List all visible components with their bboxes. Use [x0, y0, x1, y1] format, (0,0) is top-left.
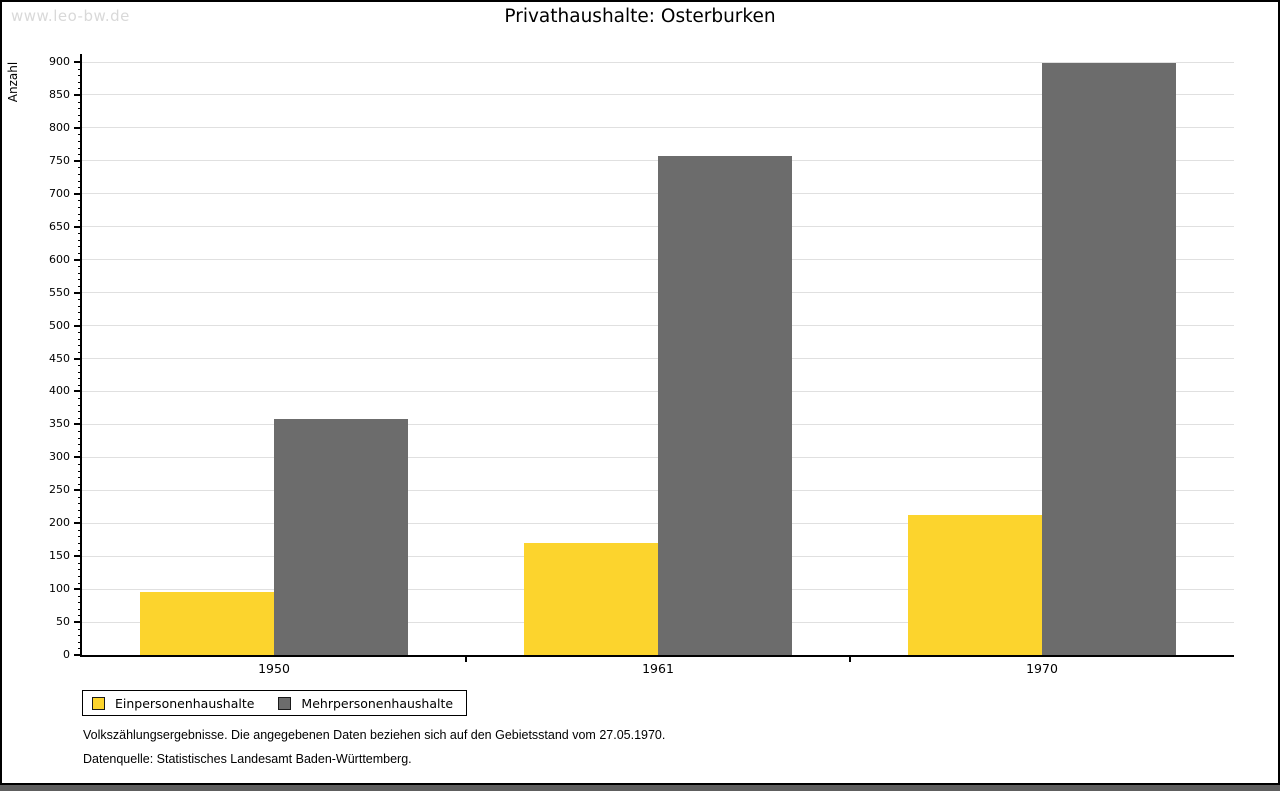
bar-mehrpersonenhaushalte-1950 [274, 419, 408, 655]
y-axis-tick [74, 489, 82, 492]
y-axis-tick-label: 400 [49, 384, 70, 398]
y-axis-tick [74, 159, 82, 162]
legend: Einpersonenhaushalte Mehrpersonenhaushal… [82, 690, 467, 716]
y-axis-tick-label: 50 [56, 615, 70, 629]
y-axis-tick [74, 258, 82, 261]
x-axis-category-label: 1961 [642, 661, 674, 676]
y-axis-tick [74, 192, 82, 195]
legend-label-einpersonenhaushalte: Einpersonenhaushalte [115, 695, 255, 711]
y-axis-tick-label: 850 [49, 87, 70, 101]
plot-area: 0 50 100 150 200 250 300 350 400 450 500 550 600 650 7… [49, 54, 1234, 676]
legend-label-mehrpersonenhaushalte: Mehrpersonenhaushalte [301, 695, 454, 711]
x-axis-tick [849, 655, 851, 662]
y-axis-tick-label: 450 [49, 351, 70, 365]
bottom-bar [0, 785, 1280, 791]
y-axis-tick [74, 555, 82, 558]
y-axis-tick [74, 621, 82, 624]
x-axis-line [80, 655, 1234, 657]
y-axis-tick [74, 390, 82, 393]
y-axis-tick-label: 300 [49, 450, 70, 464]
y-axis-tick [74, 456, 82, 459]
y-axis-tick [74, 324, 82, 327]
y-axis-tick [74, 357, 82, 360]
footnote-datasource: Datenquelle: Statistisches Landesamt Bad… [83, 752, 412, 766]
y-axis-tick-label: 350 [49, 417, 70, 431]
bar-einpersonenhaushalte-1961 [524, 542, 658, 655]
y-axis-tick [74, 93, 82, 96]
x-axis-tick [465, 655, 467, 662]
y-axis-tick [74, 291, 82, 294]
y-axis-tick-label: 700 [49, 186, 70, 200]
footnote-source-note: Volkszählungsergebnisse. Die angegebenen… [83, 728, 666, 742]
gridline [82, 94, 1234, 96]
gridline [82, 127, 1234, 129]
y-axis-tick-label: 900 [49, 55, 70, 68]
y-axis-tick [74, 225, 82, 228]
y-axis-tick-label: 650 [49, 219, 70, 233]
watermark: www.leo-bw.de [11, 7, 130, 25]
gridline [82, 61, 1234, 63]
bar-einpersonenhaushalte-1970 [908, 515, 1042, 655]
y-axis-tick-label: 750 [49, 153, 70, 167]
y-axis-tick [74, 126, 82, 129]
y-axis-tick-label: 550 [49, 285, 70, 299]
y-axis-tick [74, 654, 82, 656]
y-axis-tick [74, 61, 82, 63]
y-axis-tick-label: 200 [49, 516, 70, 530]
chart-title: Privathaushalte: Osterburken [504, 6, 776, 27]
y-axis-tick [74, 423, 82, 426]
legend-item-einpersonenhaushalte: Einpersonenhaushalte [92, 696, 254, 711]
y-axis-tick-label: 800 [49, 120, 70, 134]
x-axis-category-label: 1970 [1026, 661, 1058, 676]
bar-einpersonenhaushalte-1950 [140, 591, 274, 655]
legend-item-mehrpersonenhaushalte: Mehrpersonenhaushalte [278, 696, 453, 711]
y-axis-tick-label: 0 [63, 648, 70, 661]
legend-swatch-yellow-icon [92, 696, 105, 710]
bar-mehrpersonenhaushalte-1961 [658, 156, 792, 655]
bar-mehrpersonenhaushalte-1970 [1042, 63, 1176, 655]
y-axis-tick-label: 250 [49, 483, 70, 497]
y-axis-tick [74, 522, 82, 525]
y-axis-tick-label: 500 [49, 318, 70, 332]
y-axis-tick-label: 150 [49, 549, 70, 563]
y-axis-line [80, 54, 82, 657]
x-axis-category-label: 1950 [258, 661, 290, 676]
legend-swatch-gray-icon [278, 696, 292, 710]
y-axis-tick-label: 600 [49, 252, 70, 266]
y-axis-tick [74, 588, 82, 591]
y-axis-tick-label: 100 [49, 582, 70, 596]
